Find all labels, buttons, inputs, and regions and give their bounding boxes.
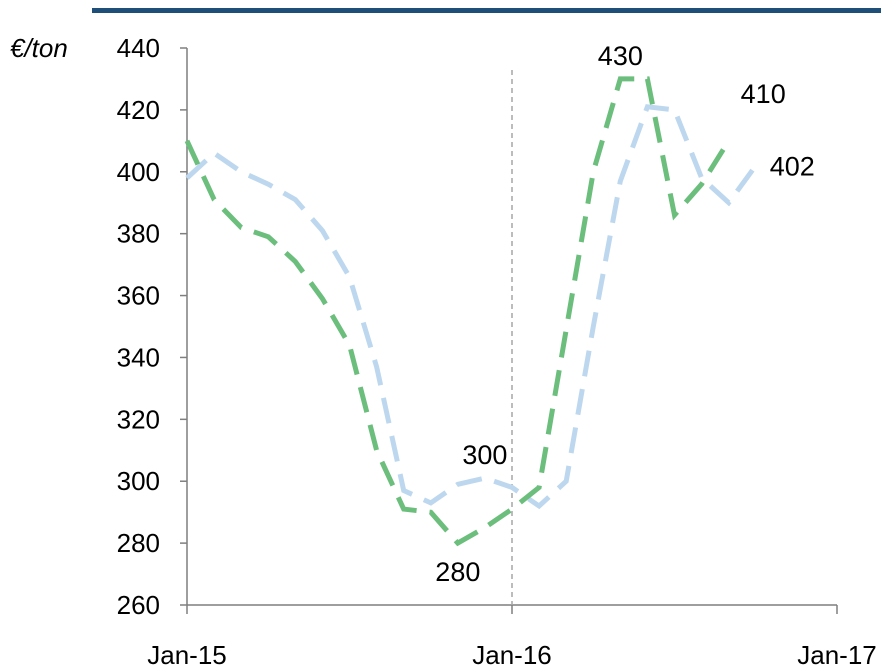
y-tick-label: 320 (117, 404, 160, 434)
data-label: 430 (598, 41, 643, 71)
top-rule (92, 8, 881, 13)
x-axis: Jan-15 Jan-16 Jan-17 (147, 604, 877, 667)
y-tick-label: 340 (117, 342, 160, 372)
y-tick-label: 420 (117, 95, 160, 125)
y-tick-label: 440 (117, 33, 160, 63)
series-layer (184, 76, 758, 547)
y-tick-label: 300 (117, 466, 160, 496)
y-axis: 440 420 400 380 360 340 320 300 280 260 (117, 33, 188, 620)
y-axis-unit-label: €/ton (10, 33, 68, 63)
data-labels: 430 410 402 300 280 (435, 41, 815, 587)
y-tick-label: 380 (117, 219, 160, 249)
y-tick-label: 400 (117, 157, 160, 187)
y-tick-label: 260 (117, 590, 160, 620)
data-label: 410 (741, 79, 786, 109)
x-tick-label: Jan-16 (472, 640, 552, 667)
data-label: 402 (770, 152, 815, 182)
y-tick-label: 360 (117, 281, 160, 311)
y-tick-label: 280 (117, 528, 160, 558)
series-line-1 (185, 104, 758, 510)
data-label: 280 (435, 557, 480, 587)
x-tick-label: Jan-17 (797, 640, 877, 667)
x-tick-label: Jan-15 (147, 640, 227, 667)
data-label: 300 (462, 440, 507, 470)
series-line-2 (184, 76, 731, 547)
